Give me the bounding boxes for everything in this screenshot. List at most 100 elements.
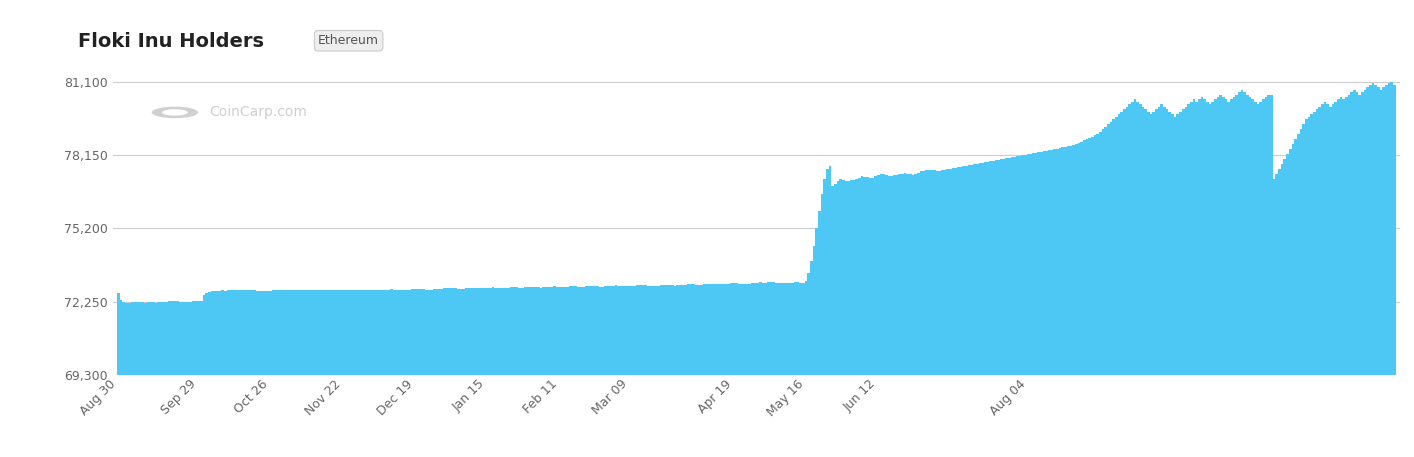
Bar [970, 165, 973, 457]
Bar [537, 287, 540, 457]
Bar [1128, 105, 1131, 457]
Bar [987, 162, 990, 457]
Bar [768, 282, 769, 457]
Bar [618, 286, 621, 457]
Bar [1377, 87, 1380, 457]
Bar [229, 291, 232, 457]
Bar [652, 286, 655, 457]
Bar [844, 181, 847, 457]
Bar [1393, 85, 1396, 457]
Bar [1372, 83, 1374, 457]
Bar [580, 287, 583, 457]
Bar [1161, 105, 1164, 457]
Bar [178, 302, 181, 457]
Bar [625, 287, 628, 457]
Bar [1222, 97, 1225, 457]
Bar [277, 290, 280, 457]
Bar [546, 287, 547, 457]
Bar [816, 228, 819, 457]
Bar [430, 290, 433, 457]
Bar [376, 290, 379, 457]
Bar [471, 288, 472, 457]
Bar [646, 286, 649, 457]
Bar [259, 291, 262, 457]
Bar [601, 287, 604, 457]
Bar [298, 291, 301, 457]
Bar [451, 288, 454, 457]
Bar [331, 291, 334, 457]
Bar [240, 290, 243, 457]
Bar [168, 301, 171, 457]
Bar [1273, 179, 1275, 457]
Bar [307, 291, 310, 457]
Bar [553, 287, 556, 457]
Bar [505, 288, 508, 457]
Bar [199, 301, 202, 457]
Text: Floki Inu Holders: Floki Inu Holders [78, 32, 264, 51]
Bar [526, 287, 529, 457]
Bar [981, 163, 984, 457]
Bar [1284, 159, 1287, 457]
Bar [154, 303, 157, 457]
Bar [219, 291, 222, 457]
Bar [345, 291, 348, 457]
Bar [1027, 154, 1029, 457]
Bar [144, 303, 147, 457]
Bar [1383, 87, 1386, 457]
Bar [1278, 169, 1281, 457]
Bar [424, 290, 427, 457]
Bar [660, 286, 663, 457]
Bar [829, 166, 831, 457]
Bar [325, 290, 328, 457]
Bar [694, 285, 697, 457]
Bar [400, 291, 403, 457]
Bar [943, 170, 946, 457]
Bar [1008, 158, 1011, 457]
Bar [324, 290, 325, 457]
Bar [328, 291, 331, 457]
Bar [939, 171, 942, 457]
Bar [1080, 142, 1083, 457]
Bar [1048, 150, 1051, 457]
Bar [1192, 100, 1195, 457]
Bar [348, 291, 349, 457]
Bar [349, 290, 352, 457]
Bar [837, 181, 840, 457]
Bar [543, 287, 546, 457]
Bar [1324, 102, 1326, 457]
Bar [1332, 105, 1335, 457]
Bar [697, 285, 700, 457]
Bar [636, 286, 639, 457]
Bar [1164, 107, 1165, 457]
Bar [523, 287, 526, 457]
Bar [1305, 119, 1308, 457]
Bar [1102, 129, 1104, 457]
Bar [915, 174, 918, 457]
Bar [310, 290, 312, 457]
Bar [1066, 146, 1069, 457]
Bar [1246, 95, 1249, 457]
Bar [1141, 107, 1144, 457]
Bar [1099, 132, 1102, 457]
Bar [1090, 137, 1093, 457]
Bar [1338, 100, 1339, 457]
Bar [861, 176, 864, 457]
Bar [1179, 112, 1182, 457]
Bar [444, 288, 447, 457]
Bar [1321, 105, 1324, 457]
Bar [1339, 97, 1342, 457]
Circle shape [163, 109, 188, 116]
Bar [1206, 102, 1209, 457]
Bar [489, 288, 492, 457]
Bar [706, 284, 708, 457]
Bar [717, 284, 720, 457]
Text: CoinCarp.com: CoinCarp.com [209, 106, 307, 119]
Bar [942, 170, 943, 457]
Bar [136, 302, 139, 457]
Bar [478, 288, 481, 457]
Bar [1342, 100, 1345, 457]
Bar [160, 302, 163, 457]
Bar [1155, 109, 1158, 457]
Bar [1380, 90, 1383, 457]
Bar [904, 173, 906, 457]
